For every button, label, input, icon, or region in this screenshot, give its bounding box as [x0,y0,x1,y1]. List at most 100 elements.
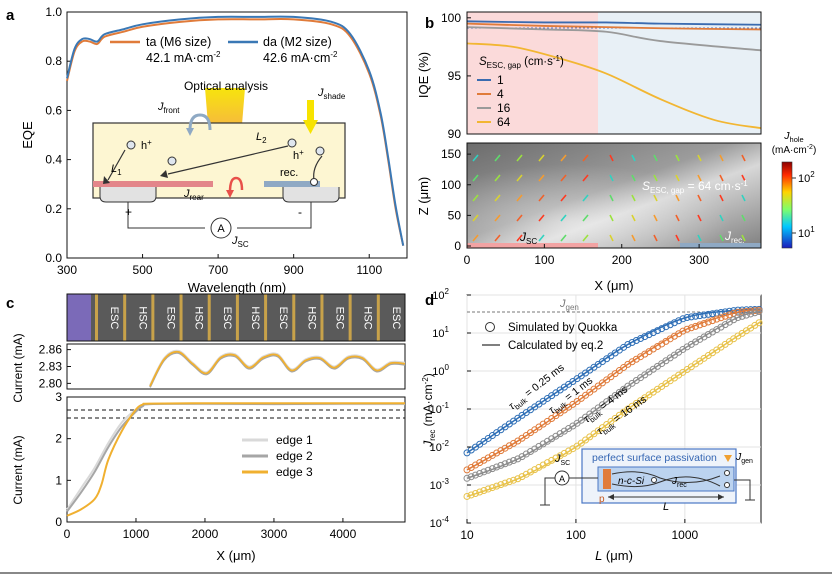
sim-point [751,309,759,317]
rear-contact-n [264,181,320,187]
sim-point [700,319,708,327]
strip-label: HSC [305,306,317,329]
jrear-arrow [228,176,244,193]
vector-arrow [697,234,702,242]
jgen-label: Jgen [559,298,579,312]
panel-letter-c: c [6,295,14,312]
vector-arrow [472,234,479,242]
panel-a-y-label: EQE [20,121,35,149]
vector-arrow [538,154,545,162]
iqe-curve-1 [466,20,762,26]
sim-point [717,314,725,322]
optical-analysis-schematic: Optical analysis A JSC + - Jfront Jshade… [92,79,346,249]
finger [123,294,127,341]
vector-arrow [582,174,589,182]
legend-label: 16 [497,101,511,115]
sim-point [704,310,712,318]
minus-terminal: - [298,205,302,219]
hole-icon [315,146,325,156]
vector-arrow [675,174,680,182]
y-tick-label: 0.0 [45,251,62,265]
panel-c-top-y-ticks: 2.80 2.83 2.86 [39,343,71,390]
y-tick-label: 3 [55,390,62,404]
sim-point [641,333,649,341]
sim-point [679,315,687,323]
strip-frame [66,293,406,342]
strip-label: HSC [193,306,205,329]
panel-c-curves [66,402,406,517]
colorbar-tick-label: 102 [798,170,815,185]
vector-arrow [741,174,746,182]
eqe-curve-da [66,15,405,246]
panel-a-y-ticks: 0.0 0.2 0.4 0.6 0.8 1.0 [45,5,71,265]
sim-point [501,479,509,487]
panel-b-legend-title: SESC, gap (cm·s-1) [479,54,564,70]
finger [376,294,380,341]
x-tick-label: 1100 [356,263,382,277]
x-tick-label: 1000 [123,527,150,541]
panel-b-x-label: X (μm) [594,278,633,293]
hole-path [611,476,721,488]
strip-label: HSC [136,306,148,329]
panel-c-bottom-y-label: Current (mA) [11,435,25,504]
jfront-arrow [188,113,212,131]
vector-arrow [609,194,614,202]
vector-arrow [609,174,614,182]
sim-point [480,487,488,495]
panel-a: a 0.0 0.2 0.4 0.6 0.8 1.0 300 500 700 900 1100 EQ… [6,5,408,295]
vector-arrow [741,234,746,242]
x-tick-label: 100 [566,528,586,542]
sim-point [738,312,746,320]
y-tick-label: 2.80 [39,376,63,390]
sim-point [730,316,738,324]
map-esc-strip [467,243,598,248]
y-tick-label: 0.4 [45,153,62,167]
panel-c: c ESC HSC ESC HSC ESC HSC ESC HSC ESC HSC ESC 2.80… [6,293,406,563]
sim-point [662,323,670,331]
jgen-inset-label: Jgen [735,451,753,465]
vector-arrow [494,234,501,242]
y-tick-label: 2.86 [39,343,63,357]
vector-arrow [582,194,589,202]
vector-arrow [516,214,523,222]
sim-point [497,481,505,489]
jfront-label: Jfront [157,101,180,115]
y-tick-exponent: -2 [442,439,450,448]
sim-point [493,482,501,490]
colorbar-title: Jhole [783,130,803,144]
iqe-curve-4 [466,22,762,31]
busbar-region [67,294,91,341]
esc-hsc-strip: ESC HSC ESC HSC ESC HSC ESC HSC ESC HSC ESC [95,294,402,341]
sim-point [476,488,484,496]
vector-arrow [653,194,658,202]
y-tick-label: 102 [432,287,449,302]
sim-point [637,335,645,343]
vector-arrow [582,214,589,222]
jrear-arrowhead [226,190,234,198]
x-tick-label: 2000 [192,527,219,541]
sim-point [725,311,733,319]
sim-point [683,325,691,333]
strip-label: ESC [221,307,233,330]
vector-arrow [697,174,702,182]
y-tick-exponent: 1 [445,325,450,334]
vector-arrow [675,214,680,222]
y-tick-label: 0.6 [45,103,62,117]
strip-label: ESC [334,307,346,330]
arrowhead-icon [718,494,724,500]
y-tick-exponent: -3 [442,477,450,486]
sim-point [493,463,501,471]
vector-arrow [653,174,658,182]
sim-point [687,313,695,321]
sim-point [666,321,674,329]
y-tick-label: 2 [55,432,62,446]
vector-arrow [472,214,479,222]
n-c-si-label: n-c-Si [618,476,645,487]
panel-b-top-frame [466,11,762,135]
jshade-arrow [307,100,314,122]
x-tick-label: 500 [133,263,153,277]
colorbar-tick-label: 101 [798,225,815,240]
panel-c-x-ticks: 0 1000 2000 3000 4000 [64,518,357,541]
